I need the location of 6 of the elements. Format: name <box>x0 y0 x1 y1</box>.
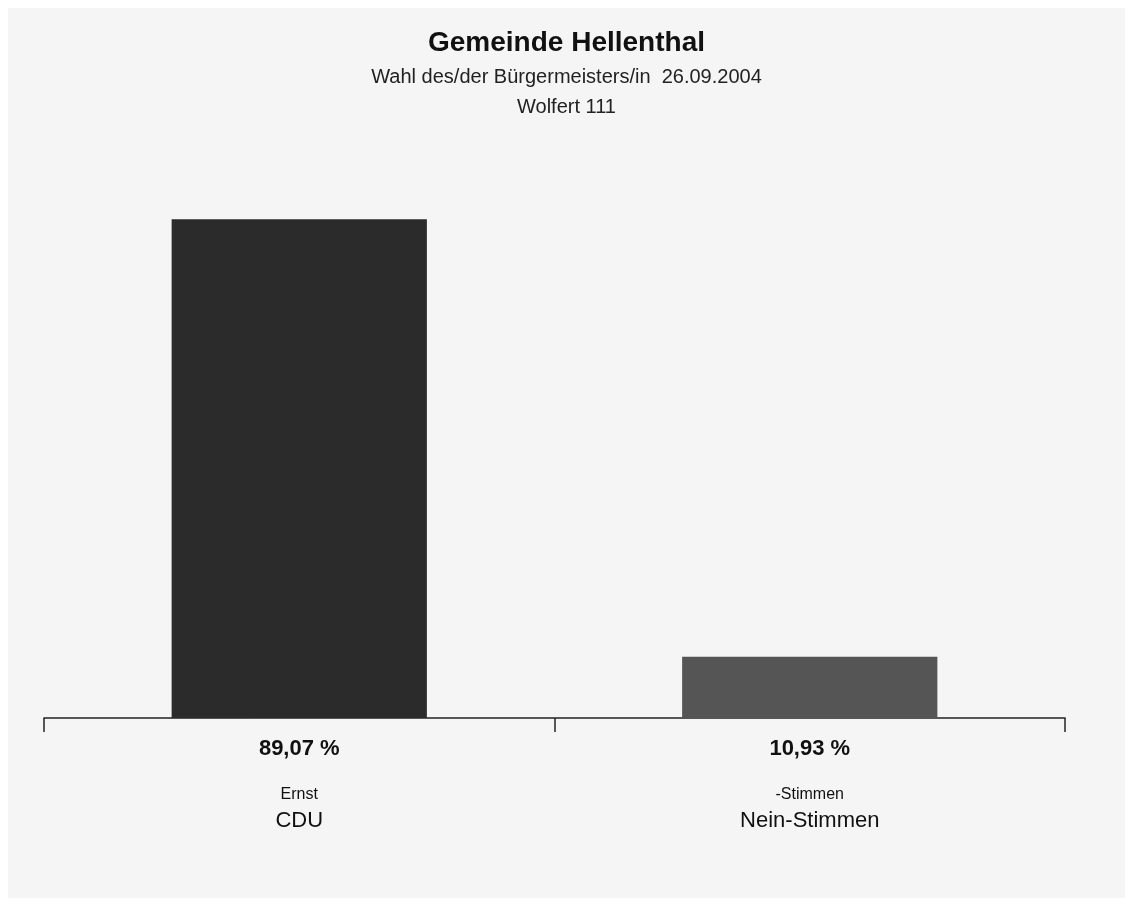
chart-title: Gemeinde Hellenthal <box>428 25 705 57</box>
chart-subtitle: Wahl des/der Bürgermeisters/in 26.09.2004 Wolfert 111 <box>371 65 762 117</box>
data-label: 10,93 % <box>769 734 851 760</box>
data-label: 89,07 % <box>258 734 340 760</box>
x-tick-label: Ernst CDU <box>275 784 324 832</box>
x-tick-label: -Stimmen Nein-Stimmen <box>740 784 880 832</box>
